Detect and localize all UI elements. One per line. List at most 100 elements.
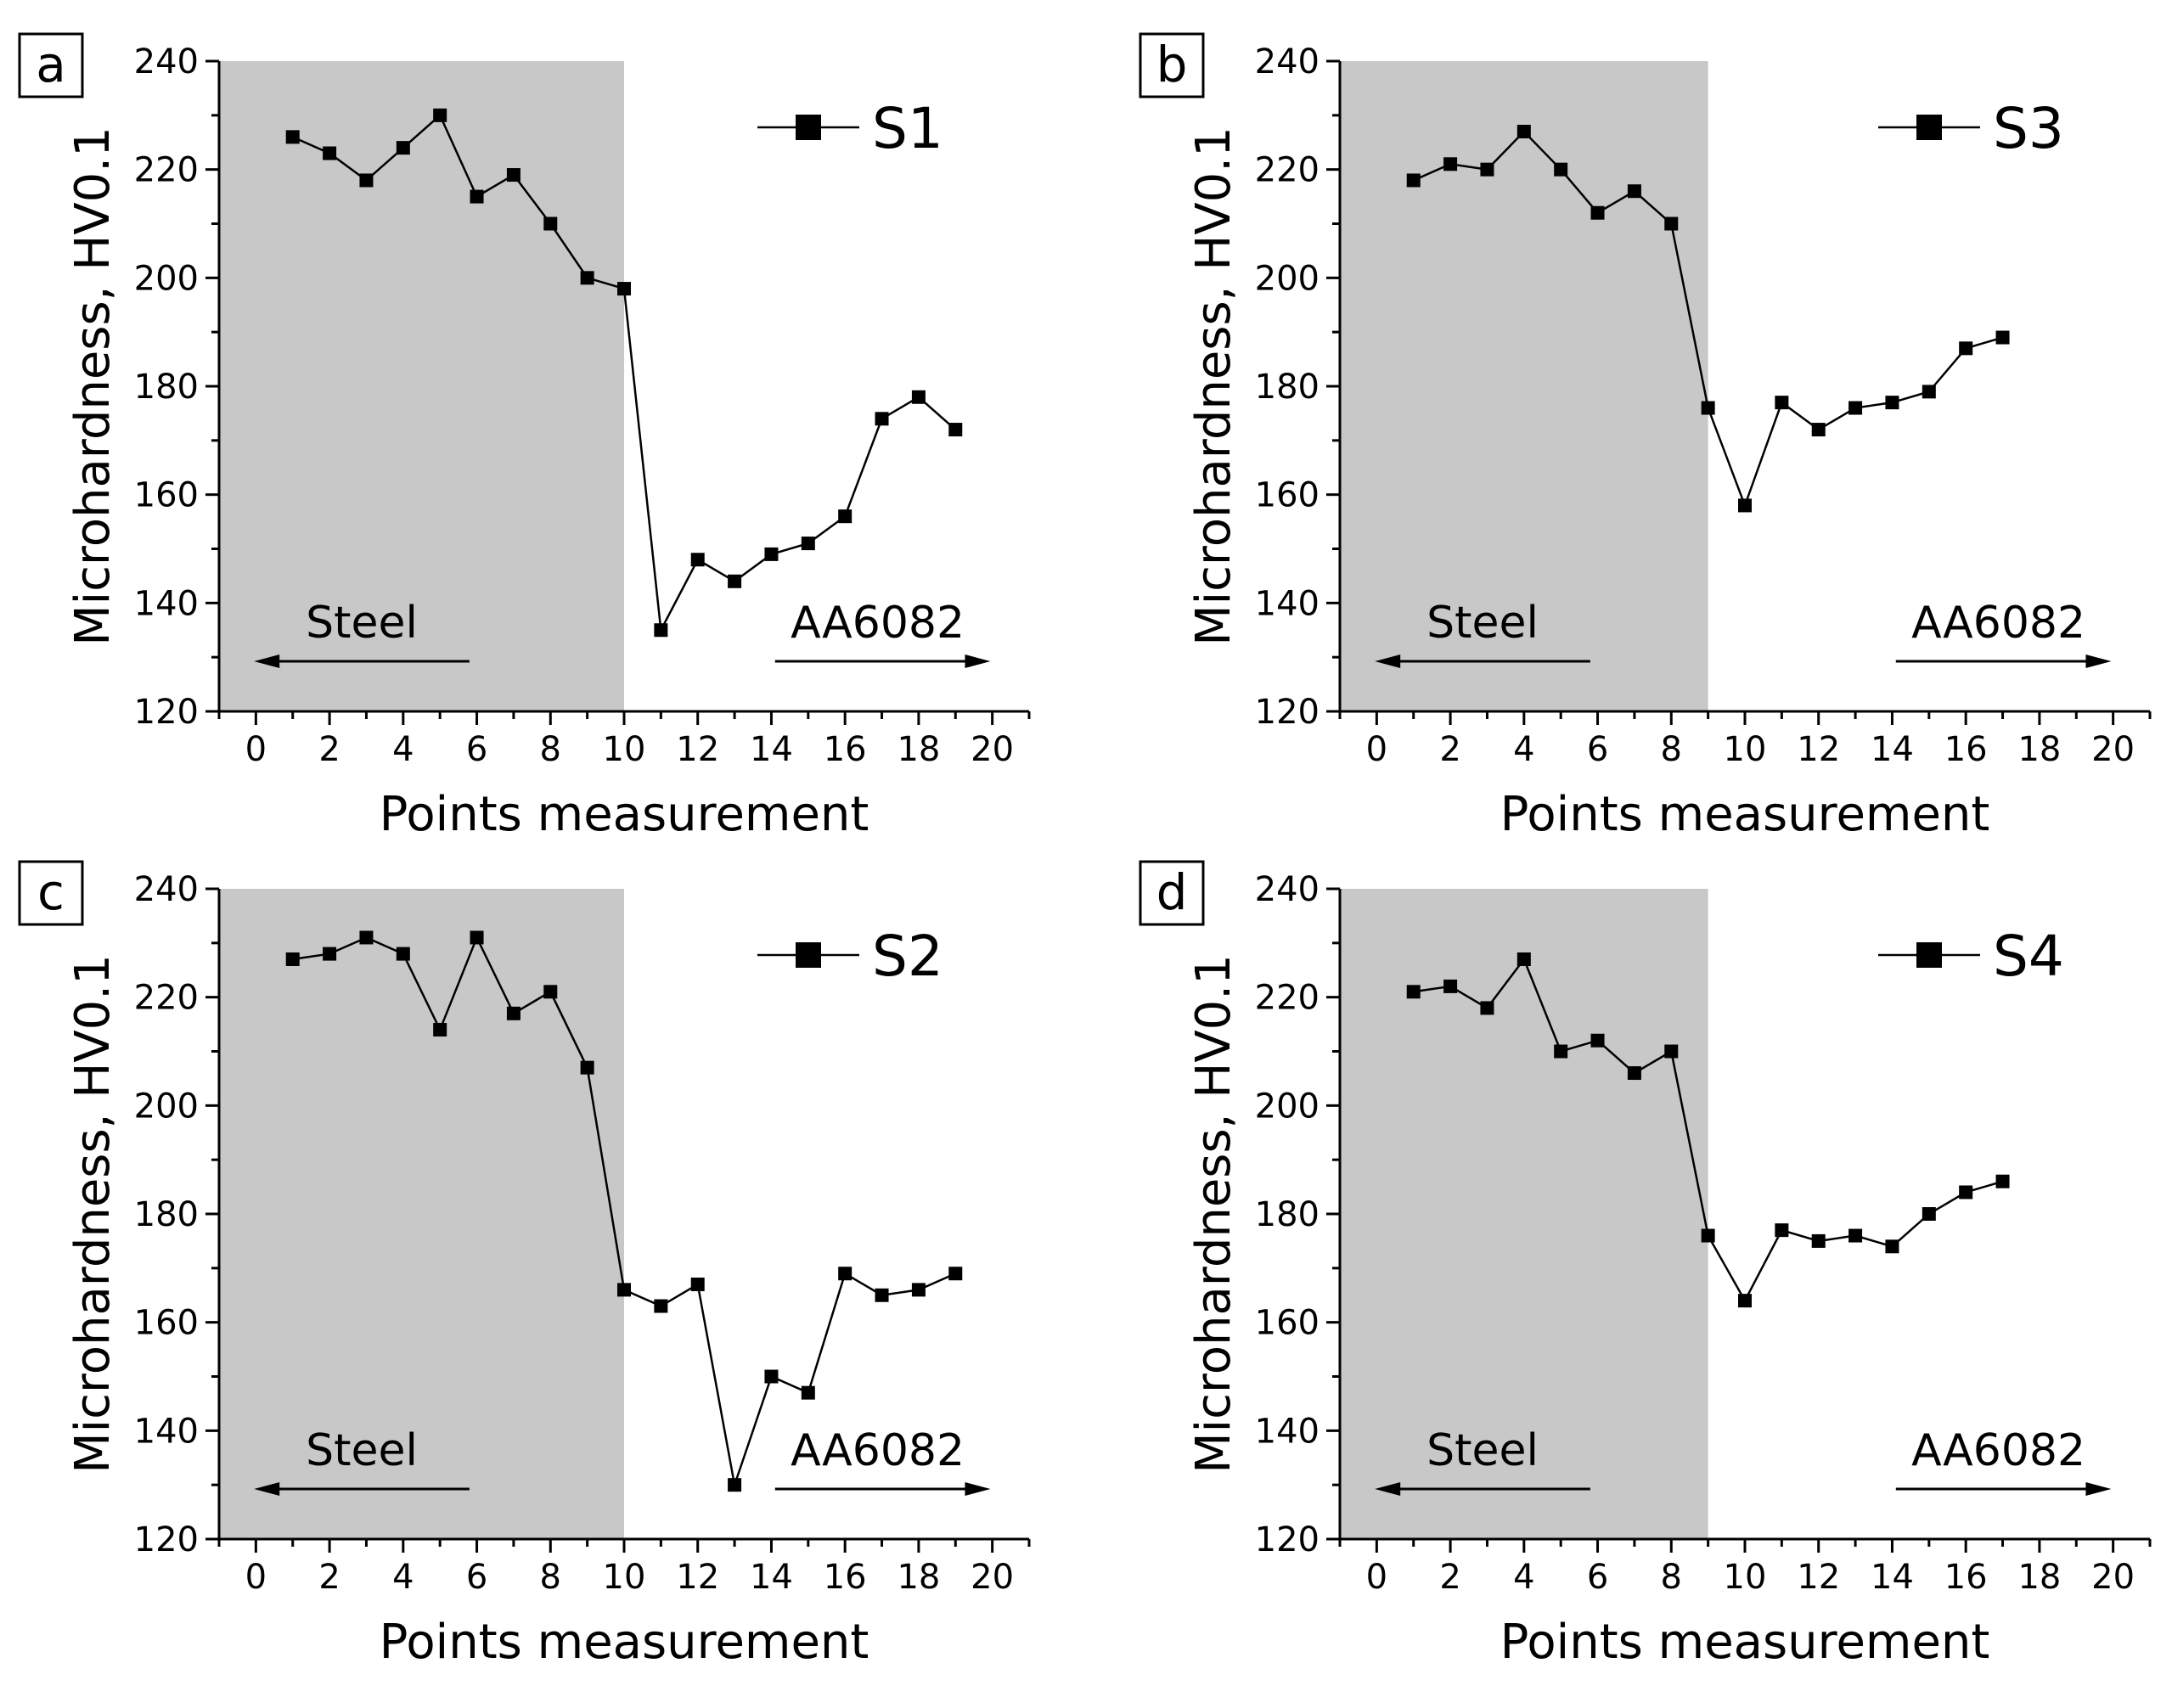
panel-label-box [1139, 32, 1205, 98]
chart-panel-d: 120 140 160 180 200 220 240 0 2 4 6 8 10 12 14 16 18 20 Po… [1139, 860, 2152, 1670]
x-tick-label: 6 [466, 730, 487, 769]
data-point [875, 412, 889, 426]
x-tick-label: 14 [1871, 730, 1914, 769]
data-point [617, 1283, 631, 1297]
x-tick-label: 4 [1513, 1558, 1534, 1597]
steel-region-shade [1340, 61, 1708, 711]
x-axis-title: Points measurement [1500, 787, 1990, 842]
data-point [1848, 401, 1863, 415]
data-point [1516, 124, 1531, 138]
y-tick-label: 180 [1255, 368, 1320, 407]
data-point [1922, 1207, 1936, 1221]
x-tick-label: 20 [2091, 1558, 2135, 1597]
y-axis-title: Microhardness, HV0.1 [1186, 954, 1241, 1474]
chart-panel-b: 120 140 160 180 200 220 240 0 2 4 6 8 10 12 14 16 18 20 Po… [1139, 32, 2152, 842]
data-point [1995, 330, 2010, 345]
steel-region-shade [219, 61, 624, 711]
x-tick-label: 20 [971, 730, 1014, 769]
y-tick-label: 240 [1255, 870, 1320, 909]
data-point [1480, 1001, 1494, 1015]
data-point [1959, 1185, 1973, 1200]
x-tick-label: 16 [1944, 1558, 1988, 1597]
x-tick-label: 10 [603, 730, 646, 769]
x-tick-label: 8 [540, 1558, 561, 1597]
y-tick-label: 220 [134, 151, 199, 190]
data-point [1775, 396, 1789, 410]
data-point [433, 1022, 447, 1037]
data-point [543, 985, 558, 999]
y-tick-label: 160 [134, 476, 199, 515]
y-tick-label: 180 [134, 368, 199, 407]
y-tick-label: 120 [134, 1520, 199, 1559]
x-tick-label: 4 [392, 730, 414, 769]
steel-arrow-head [254, 1482, 280, 1496]
y-tick-label: 240 [134, 42, 199, 81]
x-tick-label: 12 [1797, 1558, 1840, 1597]
data-point [1811, 1233, 1826, 1248]
legend-marker [796, 115, 821, 140]
data-point [1554, 1044, 1568, 1059]
x-tick-label: 8 [540, 730, 561, 769]
data-point [838, 1267, 852, 1281]
y-tick-label: 120 [134, 693, 199, 732]
y-tick-label: 140 [1255, 584, 1320, 623]
x-tick-label: 0 [245, 730, 267, 769]
y-axis-title: Microhardness, HV0.1 [65, 954, 121, 1474]
x-tick-label: 12 [676, 1558, 719, 1597]
panel-label: b [1156, 36, 1188, 93]
steel-label: Steel [306, 598, 418, 649]
legend-label: S2 [872, 924, 943, 989]
data-point [580, 1060, 594, 1075]
data-point [911, 390, 926, 404]
panel-label: d [1156, 863, 1188, 921]
data-point [911, 1283, 926, 1297]
data-point [1701, 401, 1715, 415]
data-point [1590, 205, 1605, 220]
y-tick-label: 180 [1255, 1195, 1320, 1234]
chart-panel-c: 120 140 160 180 200 220 240 0 2 4 6 8 10 12 14 16 18 20 Po… [18, 860, 1031, 1670]
data-point [1738, 1294, 1752, 1308]
x-tick-label: 18 [2017, 730, 2061, 769]
panel-label-box [18, 860, 84, 926]
x-tick-label: 14 [750, 730, 793, 769]
data-point [1811, 423, 1826, 437]
data-point [470, 189, 484, 204]
data-point [1406, 173, 1421, 188]
data-point [580, 271, 594, 285]
x-tick-label: 4 [392, 1558, 414, 1597]
x-tick-label: 4 [1513, 730, 1534, 769]
data-point [1627, 1066, 1641, 1081]
data-point [875, 1288, 889, 1302]
x-tick-label: 0 [245, 1558, 267, 1597]
x-tick-label: 18 [897, 1558, 940, 1597]
data-point [1627, 184, 1641, 199]
steel-arrow-head [1375, 1482, 1401, 1496]
data-point [323, 146, 337, 160]
steel-label: Steel [1426, 1425, 1539, 1476]
legend-label: S3 [1993, 96, 2064, 161]
x-axis-title: Points measurement [1500, 1615, 1990, 1670]
x-tick-label: 10 [603, 1558, 646, 1597]
data-point [470, 930, 484, 945]
y-tick-label: 220 [1255, 151, 1320, 190]
data-point [1701, 1228, 1715, 1243]
y-tick-label: 240 [134, 870, 199, 909]
data-point [1443, 979, 1458, 993]
aa6082-label: AA6082 [1911, 598, 2085, 649]
data-point [948, 423, 963, 437]
data-point [359, 173, 374, 188]
data-point [1738, 498, 1752, 513]
y-tick-label: 180 [134, 1195, 199, 1234]
steel-region-shade [219, 889, 624, 1539]
data-point [654, 623, 668, 638]
data-point [1885, 396, 1899, 410]
data-point [285, 952, 300, 966]
y-axis-title: Microhardness, HV0.1 [65, 126, 121, 646]
y-axis-title: Microhardness, HV0.1 [1186, 126, 1241, 646]
x-tick-label: 14 [1871, 1558, 1914, 1597]
aa6082-arrow-head [965, 1482, 991, 1496]
y-tick-label: 140 [134, 1412, 199, 1451]
y-tick-label: 200 [134, 259, 199, 298]
data-point [1664, 216, 1679, 231]
data-point [1443, 157, 1458, 171]
